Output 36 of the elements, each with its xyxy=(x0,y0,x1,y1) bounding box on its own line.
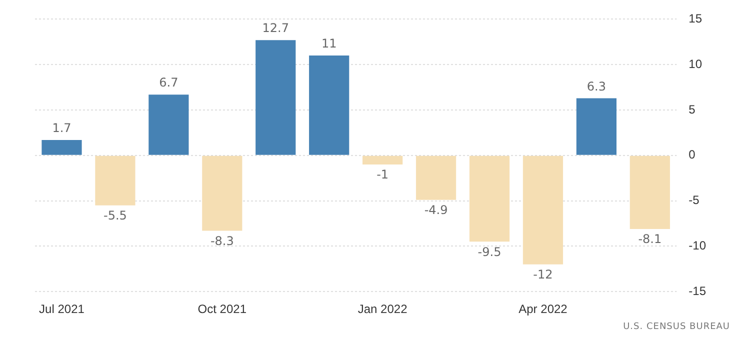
bar xyxy=(202,156,242,231)
data-label: 12.7 xyxy=(262,21,289,36)
data-label: -5.5 xyxy=(103,208,127,222)
bar xyxy=(630,156,670,229)
y-tick-label: -5 xyxy=(688,193,700,208)
data-label: -8.1 xyxy=(638,232,662,246)
data-label: 6.7 xyxy=(159,76,178,90)
data-label: -12 xyxy=(533,267,553,282)
y-tick-label: 5 xyxy=(688,102,696,116)
bar xyxy=(362,156,403,164)
bar xyxy=(522,156,564,264)
bar xyxy=(309,56,350,155)
data-label: -1 xyxy=(376,168,389,182)
data-label: -8.3 xyxy=(210,234,234,248)
data-label: -4.9 xyxy=(424,203,448,218)
y-tick-label: 15 xyxy=(688,12,702,26)
text: U.S. CENSUS BUREAU xyxy=(622,322,730,332)
bar xyxy=(256,40,296,155)
y-tick-label: -10 xyxy=(688,238,706,253)
x-tick-label: Oct 2021 xyxy=(198,302,247,316)
bar xyxy=(576,98,616,155)
bar xyxy=(42,140,82,155)
y-tick-label: 10 xyxy=(688,56,702,71)
bar xyxy=(95,156,136,206)
bar xyxy=(469,156,510,242)
y-tick-label: -15 xyxy=(688,284,706,298)
data-label: 1.7 xyxy=(52,121,72,136)
data-label: -9.5 xyxy=(478,244,502,259)
data-label: 11 xyxy=(321,36,337,51)
bar xyxy=(148,94,189,155)
x-tick-label: Jul 2021 xyxy=(39,302,85,316)
x-tick-label: Apr 2022 xyxy=(518,302,568,316)
y-tick-label: 0 xyxy=(688,148,696,162)
bar xyxy=(416,156,456,200)
x-tick-label: Jan 2022 xyxy=(358,302,408,316)
data-label: 6.3 xyxy=(586,79,606,94)
